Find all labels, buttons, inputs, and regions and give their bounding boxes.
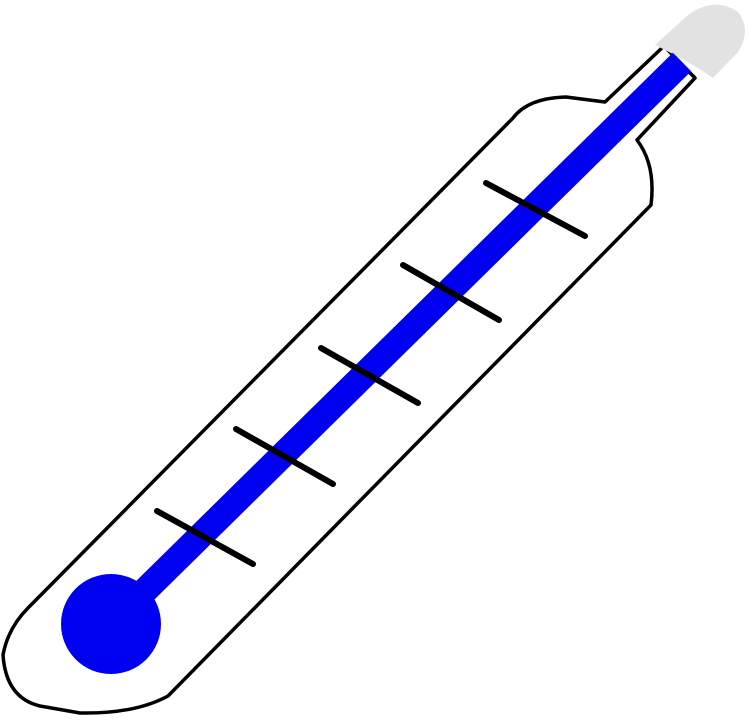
tick-mark <box>233 426 336 487</box>
tick-mark <box>483 180 588 239</box>
mercury-column <box>100 52 692 635</box>
tick-mark <box>154 508 256 567</box>
tick-mark <box>318 345 421 406</box>
tick-mark <box>400 262 502 323</box>
tick-marks <box>154 180 588 567</box>
thermometer-cap <box>655 4 745 78</box>
mercury-bulb <box>61 574 161 674</box>
